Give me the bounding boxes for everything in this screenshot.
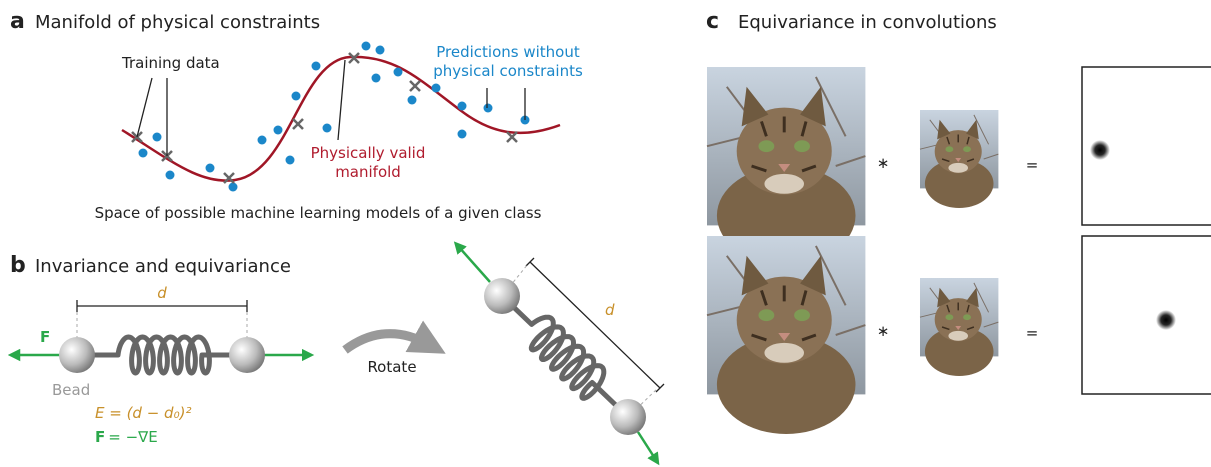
prediction-dot	[285, 155, 295, 165]
rotate-label: Rotate	[367, 358, 416, 376]
prediction-dot	[138, 148, 148, 158]
panel-letter: c	[706, 9, 719, 34]
prediction-dot	[228, 182, 238, 192]
distance-symbol: d	[605, 301, 615, 319]
training-cross	[223, 172, 235, 184]
panel-letter: a	[10, 9, 25, 34]
equals-symbol: =	[1026, 156, 1039, 174]
panel-title: Equivariance in convolutions	[738, 12, 997, 33]
manifold-curve	[121, 55, 561, 182]
cat-kernel	[919, 109, 1000, 209]
training-cross	[348, 52, 360, 64]
spring	[500, 294, 627, 416]
panel-letter: b	[10, 253, 26, 278]
prediction-dots	[138, 41, 530, 192]
prediction-dot	[322, 123, 332, 133]
spring-coil	[500, 294, 627, 416]
prediction-dot	[483, 103, 493, 113]
prediction-dot	[165, 170, 175, 180]
distance-line	[76, 300, 248, 312]
training-label: Training data	[121, 54, 220, 72]
force-arrow	[453, 241, 491, 283]
prediction-dot	[291, 91, 301, 101]
training-crosses	[131, 52, 518, 184]
caption: Space of possible machine learning model…	[95, 204, 542, 222]
prediction-dot	[273, 125, 283, 135]
leader-lines	[136, 59, 526, 156]
training-cross	[506, 131, 518, 143]
prediction-dot	[431, 83, 441, 93]
manifold-label: Physically valid manifold	[311, 144, 426, 181]
distance-symbol: d	[157, 284, 167, 302]
convolve-symbol: ∗	[877, 154, 890, 172]
output-map	[1081, 235, 1211, 395]
bead-label: Bead	[52, 381, 90, 399]
bead	[484, 278, 520, 314]
panel-title: Manifold of physical constraints	[35, 12, 320, 33]
prediction-dot	[257, 135, 267, 145]
prediction-dot	[457, 101, 467, 111]
prediction-dot	[375, 45, 385, 55]
predictions-label: Predictions without physical constraints	[433, 43, 583, 80]
cat-image	[705, 65, 867, 267]
prediction-dot	[152, 132, 162, 142]
rotate-arrow	[342, 320, 446, 354]
bead	[610, 399, 646, 435]
energy-equation: E = (d − d₀)²	[95, 404, 191, 422]
prediction-dot	[393, 67, 403, 77]
cat-image	[705, 234, 867, 436]
force-symbol: F	[40, 328, 50, 346]
panel-title: Invariance and equivariance	[35, 256, 291, 277]
training-cross	[292, 118, 304, 130]
equals-symbol: =	[1026, 324, 1039, 342]
cat-kernel	[919, 277, 1000, 377]
spring-coil	[77, 334, 247, 376]
response-blob	[1090, 140, 1110, 160]
bead	[59, 337, 95, 373]
spring	[77, 334, 247, 376]
bead	[229, 337, 265, 373]
response-blob	[1156, 310, 1176, 330]
dashed-guides	[76, 312, 248, 340]
training-cross	[409, 80, 421, 92]
prediction-dot	[407, 95, 417, 105]
force-equation: F = −∇E	[95, 428, 158, 446]
distance-line	[525, 257, 665, 393]
prediction-dot	[205, 163, 215, 173]
prediction-dot	[371, 73, 381, 83]
convolve-symbol: ∗	[877, 322, 890, 340]
prediction-dot	[457, 129, 467, 139]
prediction-dot	[361, 41, 371, 51]
force-arrow	[636, 431, 660, 466]
prediction-dot	[311, 61, 321, 71]
